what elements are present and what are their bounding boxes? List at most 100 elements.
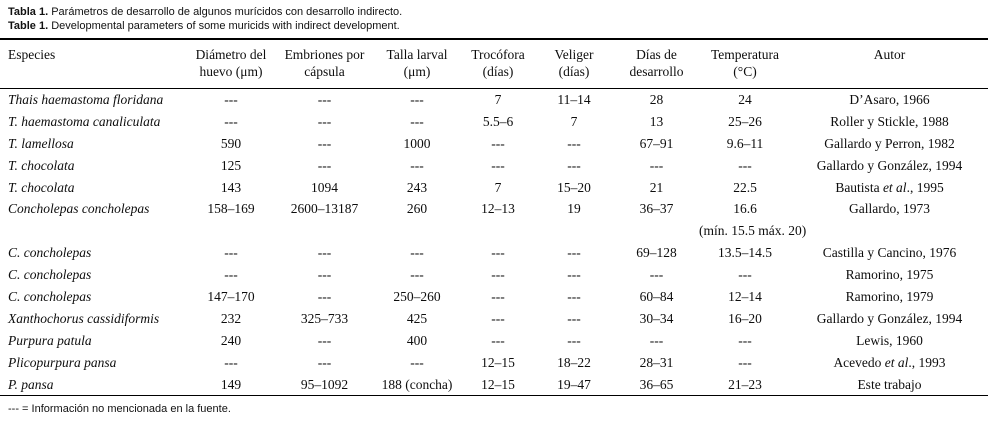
table-cell: 9.6–11 [726,135,764,151]
table-cell: 18–22 [557,354,591,370]
table-cell: (mín. 15.5 máx. 20) [699,223,807,239]
table-cell: Gallardo y Perron, 1982 [824,135,955,151]
table-cell: 36–37 [639,201,674,217]
table-row: Xanthochorus cassidiformis 232 325–733 425 -… [0,308,988,330]
table-cell [791,220,988,242]
table-cell: --- [491,135,505,151]
table-cell: --- [224,354,238,370]
table-cell: 21–23 [728,376,762,392]
column-header-embriones: Embriones por cápsula [277,39,372,89]
table-cell: 13.5–14.5 [718,245,772,261]
caption-line-es: Tabla 1. Parámetros de desarrollo de alg… [8,5,988,19]
table-cell: --- [224,113,238,129]
table-cell [462,220,534,242]
table-cell: Este trabajo [857,376,922,392]
table-cell: --- [317,113,332,129]
table-cell: 149 [220,376,242,392]
table-cell: 13 [649,113,664,129]
table-cell: 325–733 [300,310,349,326]
table-cell: --- [567,267,581,283]
table-cell: Bautista et al., 1995 [835,179,944,195]
table-row: C. concholepas --- --- --- --- --- 69–128 13.5–… [0,242,988,264]
species-cell: T. chocolata [8,157,75,173]
table-cell: --- [491,157,505,173]
table-cell: 143 [220,179,242,195]
table-cell: --- [410,91,424,107]
table-cell: Gallardo y González, 1994 [816,310,963,326]
table-cell: --- [738,332,752,348]
column-header-trocofora: Trocófora (días) [462,39,534,89]
table-row: Plicopurpura pansa --- --- --- 12–15 18–22 28–… [0,352,988,374]
table-body: Thais haemastoma floridana --- --- --- 7 11–1… [0,89,988,396]
species-cell: C. concholepas [8,245,92,261]
table-caption: Tabla 1. Parámetros de desarrollo de alg… [0,0,988,33]
table-cell [614,220,699,242]
table-cell: --- [649,157,664,173]
table-cell: 28 [649,91,664,107]
table-cell: --- [738,354,752,370]
table-cell: --- [567,332,581,348]
table-row: Thais haemastoma floridana --- --- --- 7 11–1… [0,89,988,111]
table-row: C. concholepas 147–170 --- 250–260 --- --- 60–… [0,286,988,308]
table-cell: 590 [220,135,242,151]
table-cell [534,220,614,242]
table-cell: 19 [567,201,581,217]
table-cell: Roller y Stickle, 1988 [830,113,949,129]
table-cell: 25–26 [728,113,762,129]
table-cell: 16–20 [728,310,762,326]
table-cell: --- [224,91,238,107]
column-header-diametro: Diámetro del huevo (μm) [185,39,277,89]
table-cell: 67–91 [639,135,674,151]
column-header-especies: Especies [0,39,185,89]
table-cell: --- [410,245,424,261]
table-cell: --- [410,157,424,173]
species-cell: Concholepas concholepas [8,201,150,217]
table-cell: 425 [406,310,428,326]
table-cell: --- [317,332,332,348]
species-cell [0,220,185,242]
table-cell: Gallardo, 1973 [849,201,930,217]
table-row: C. concholepas --- --- --- --- --- --- --- Ramor… [0,264,988,286]
species-cell: P. pansa [8,376,54,392]
table-cell: 95–1092 [300,376,349,392]
table-cell: 21 [649,179,664,195]
table-cell: --- [224,267,238,283]
table-cell [372,220,462,242]
table-cell: 7 [570,113,578,129]
table-row: T. chocolata 125 --- --- --- --- --- --- Gallard… [0,155,988,177]
column-header-temperatura: Temperatura (°C) [699,39,791,89]
table-cell: --- [738,157,752,173]
table-cell: 24 [738,91,752,107]
caption-text-en: Developmental parameters of some muricid… [48,20,400,32]
table-cell: Castilla y Cancino, 1976 [822,245,957,261]
table-cell: --- [491,332,505,348]
table-cell: 158–169 [207,201,255,217]
table-cell: 2600–13187 [290,201,359,217]
table-cell: Gallardo y González, 1994 [816,157,963,173]
table-cell: 22.5 [733,179,757,195]
table-cell: --- [410,267,424,283]
table-cell: --- [649,332,664,348]
table-cell: Ramorino, 1975 [845,267,934,283]
table-cell [185,220,277,242]
table-cell: 147–170 [207,288,255,304]
column-header-dias: Días de desarrollo [614,39,699,89]
table-cell: 7 [494,91,502,107]
table-cell: --- [567,135,581,151]
table-cell: 5.5–6 [482,113,514,129]
table-cell: 125 [220,157,242,173]
table-cell: --- [491,245,505,261]
column-header-talla: Talla larval (μm) [372,39,462,89]
table-cell: --- [491,267,505,283]
table-cell: --- [567,245,581,261]
table-cell: 12–15 [481,376,515,392]
table-cell: Lewis, 1960 [856,332,923,348]
table-row: Purpura patula 240 --- 400 --- --- --- --- Lewis… [0,330,988,352]
table-cell: 240 [220,332,242,348]
species-cell: Plicopurpura pansa [8,354,117,370]
species-cell: Purpura patula [8,332,92,348]
table-cell: --- [224,245,238,261]
table-cell: 28–31 [639,354,674,370]
table-row: (mín. 15.5 máx. 20) [0,220,988,242]
